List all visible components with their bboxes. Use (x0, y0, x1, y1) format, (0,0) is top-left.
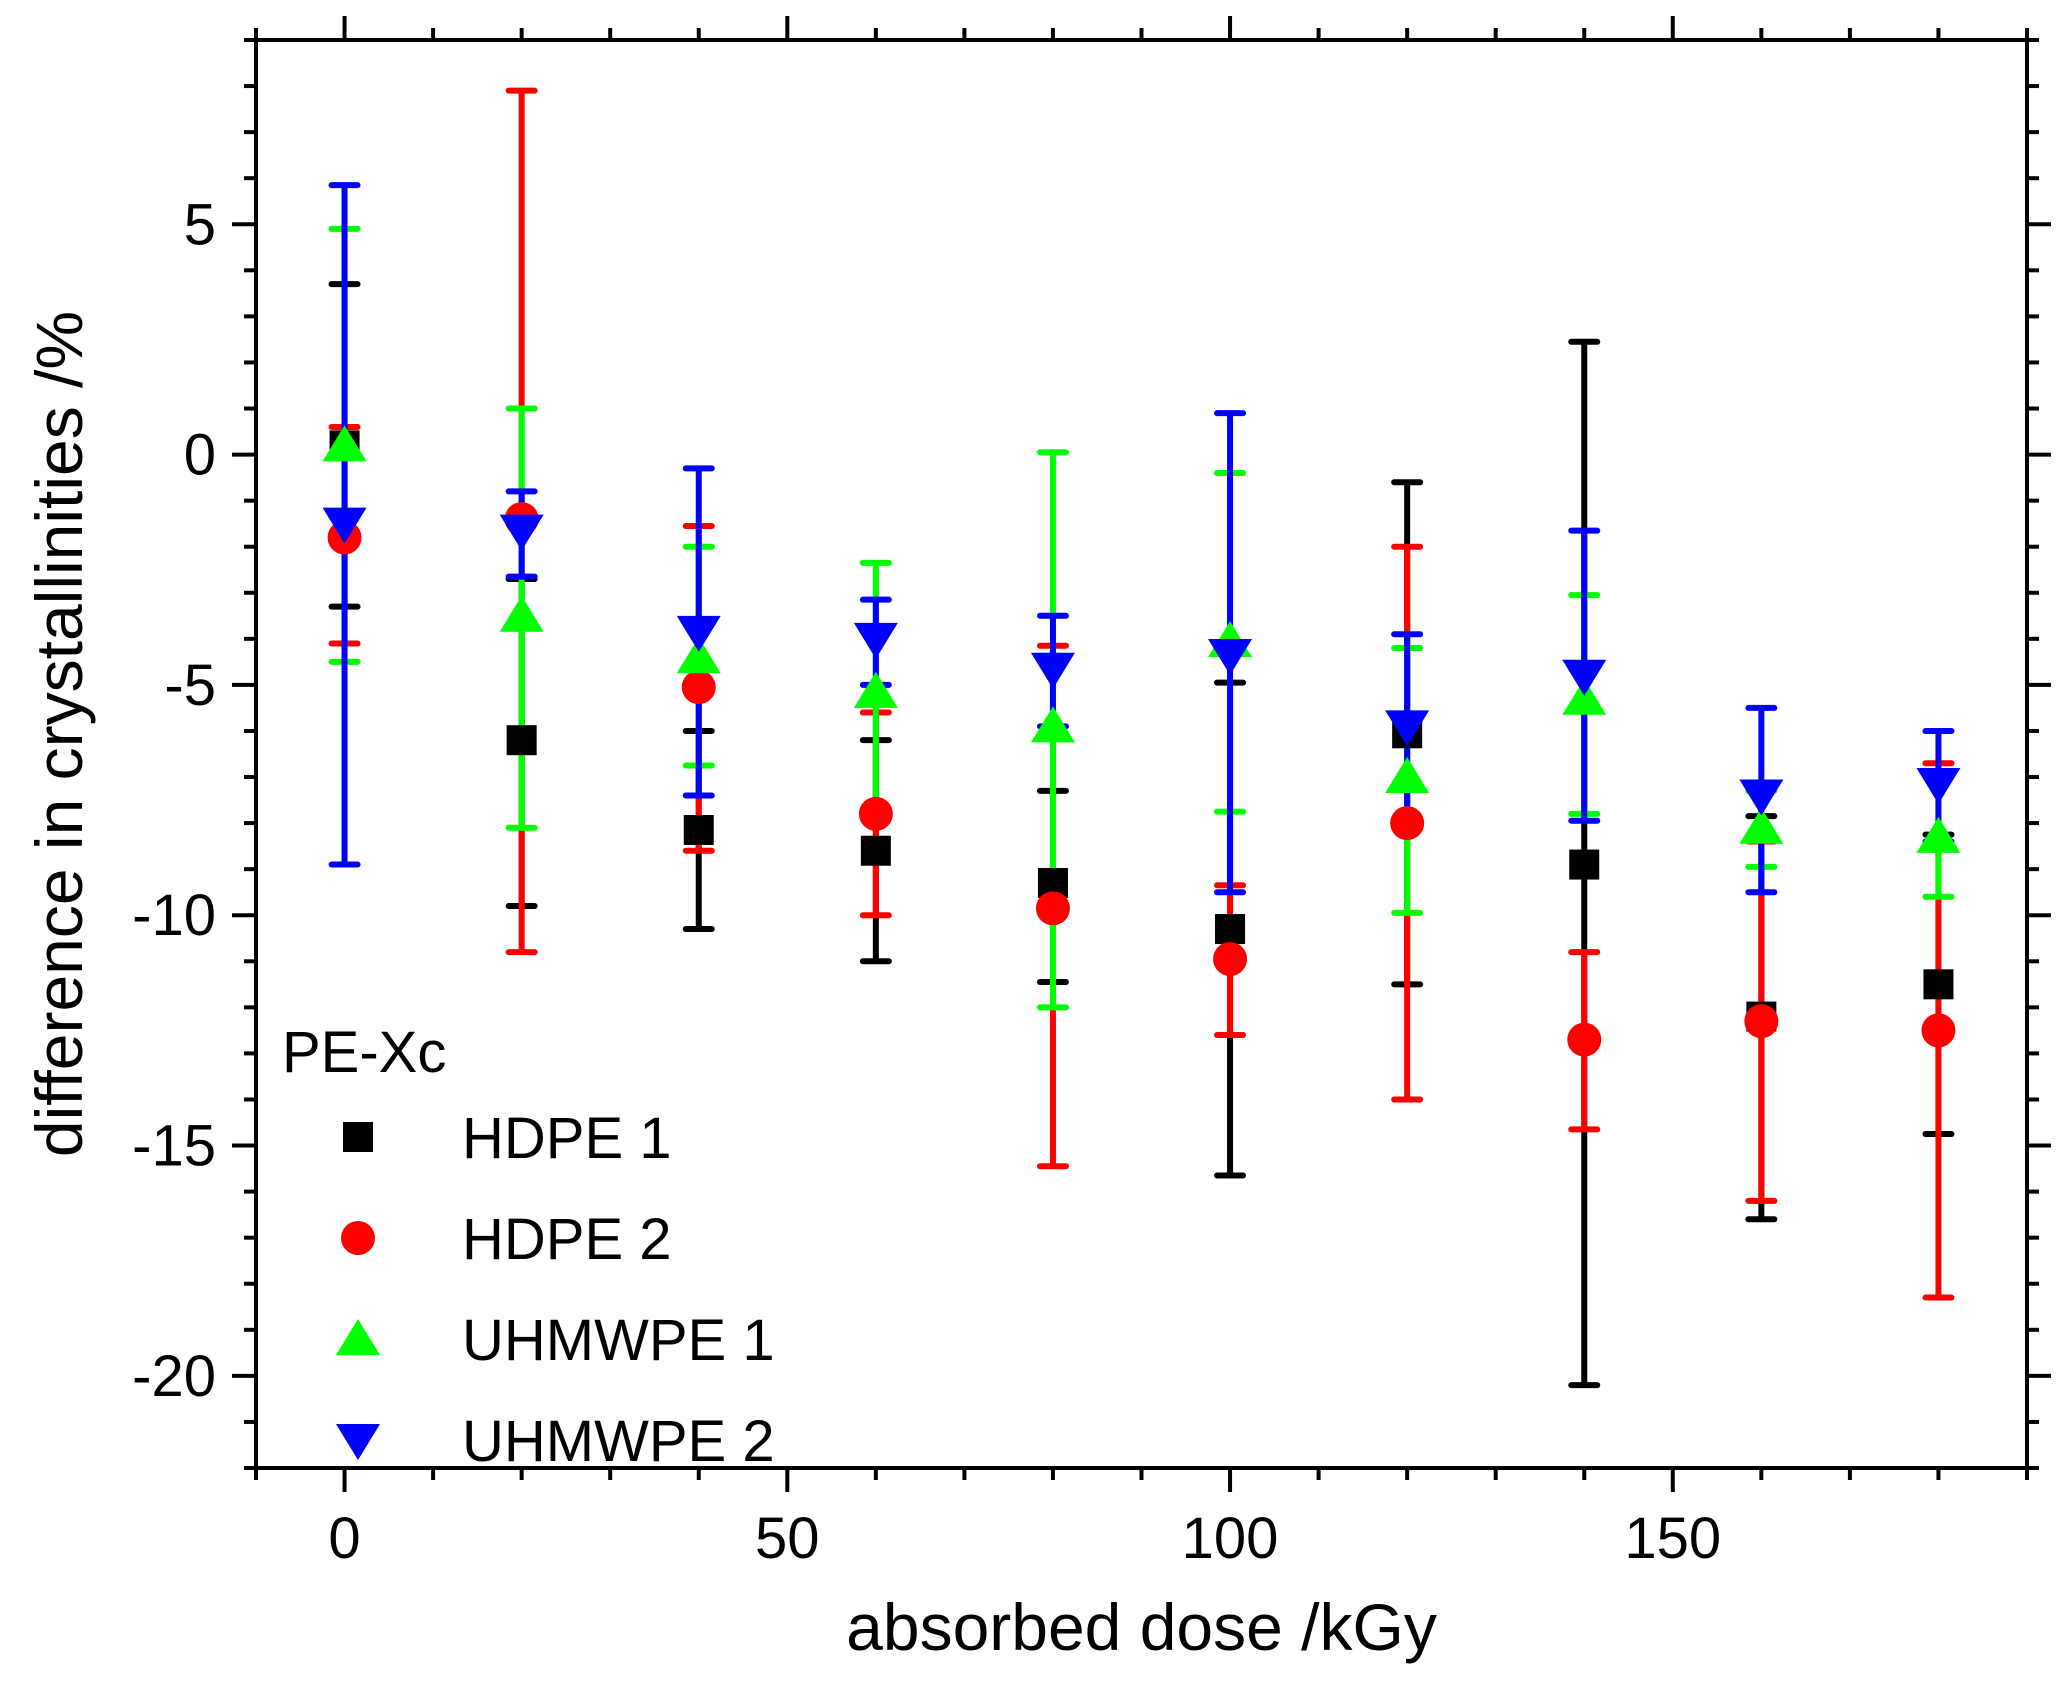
data-point (860, 835, 891, 866)
data-point (506, 725, 537, 756)
y-tick-label: -20 (132, 1344, 216, 1409)
legend-marker (343, 1122, 373, 1152)
data-point (1562, 678, 1607, 715)
y-tick-label: 5 (184, 192, 216, 257)
legend-item: UHMWPE 1 (336, 1308, 775, 1373)
series-points-1 (327, 502, 1956, 1057)
data-point (1215, 914, 1246, 945)
data-point (853, 671, 898, 708)
x-tick-label: 50 (755, 1506, 820, 1571)
series-points-2 (322, 425, 1961, 853)
data-point (1916, 767, 1961, 804)
data-point (853, 622, 898, 659)
series-points-3 (322, 507, 1961, 816)
data-point (683, 815, 714, 846)
y-tick-label: 0 (184, 423, 216, 488)
legend-item: HDPE 2 (341, 1207, 672, 1272)
series-points-0 (329, 430, 1954, 1032)
x-tick-label: 150 (1624, 1506, 1721, 1571)
legend-item: HDPE 1 (343, 1106, 672, 1171)
legend-marker (336, 1319, 380, 1355)
legend-marker (341, 1221, 375, 1255)
plot-frame (254, 38, 2029, 1470)
data-point (1208, 638, 1253, 675)
data-point (1569, 849, 1600, 880)
plot-data (322, 87, 1961, 1389)
legend-label: UHMWPE 2 (462, 1409, 775, 1474)
data-point (1739, 779, 1784, 816)
data-point (1739, 807, 1784, 844)
data-point (1923, 969, 1954, 1000)
data-point (322, 425, 367, 462)
legend-label: HDPE 2 (462, 1207, 672, 1272)
data-point (858, 796, 893, 831)
legend-marker (336, 1424, 380, 1460)
data-point (1385, 757, 1430, 794)
data-point (1921, 1013, 1956, 1048)
x-tick-label: 100 (1182, 1506, 1279, 1571)
data-point (322, 507, 367, 544)
y-axis-title: difference in crystallinities /% (22, 311, 96, 1157)
legend-label: UHMWPE 1 (462, 1308, 775, 1373)
data-point (1035, 891, 1070, 926)
data-point (1567, 1022, 1602, 1057)
data-point (1744, 1004, 1779, 1039)
data-point (676, 637, 721, 674)
data-point (676, 615, 721, 652)
data-point (681, 670, 716, 705)
x-axis-title: absorbed dose /kGy (846, 1590, 1437, 1664)
data-point (1213, 941, 1248, 976)
data-point (499, 595, 544, 632)
data-point (1390, 806, 1425, 841)
data-point (1030, 652, 1075, 689)
legend-item: UHMWPE 2 (336, 1409, 775, 1474)
y-tick-label: -5 (164, 653, 216, 718)
x-tick-label: 0 (328, 1506, 360, 1571)
y-tick-label: -10 (132, 883, 216, 948)
legend: PE-Xc HDPE 1 HDPE 2 UHMWPE 1 UHMWPE 2 (282, 1020, 775, 1474)
series-errorbars-2 (328, 225, 1955, 1011)
data-point (1562, 659, 1607, 696)
data-point (499, 514, 544, 551)
y-tick-label: -15 (132, 1114, 216, 1179)
data-point (1916, 816, 1961, 853)
legend-label: HDPE 1 (462, 1106, 672, 1171)
legend-title: PE-Xc (282, 1020, 446, 1085)
data-point (1385, 710, 1430, 747)
series-errorbars-3 (328, 182, 1955, 896)
data-point (1030, 706, 1075, 743)
